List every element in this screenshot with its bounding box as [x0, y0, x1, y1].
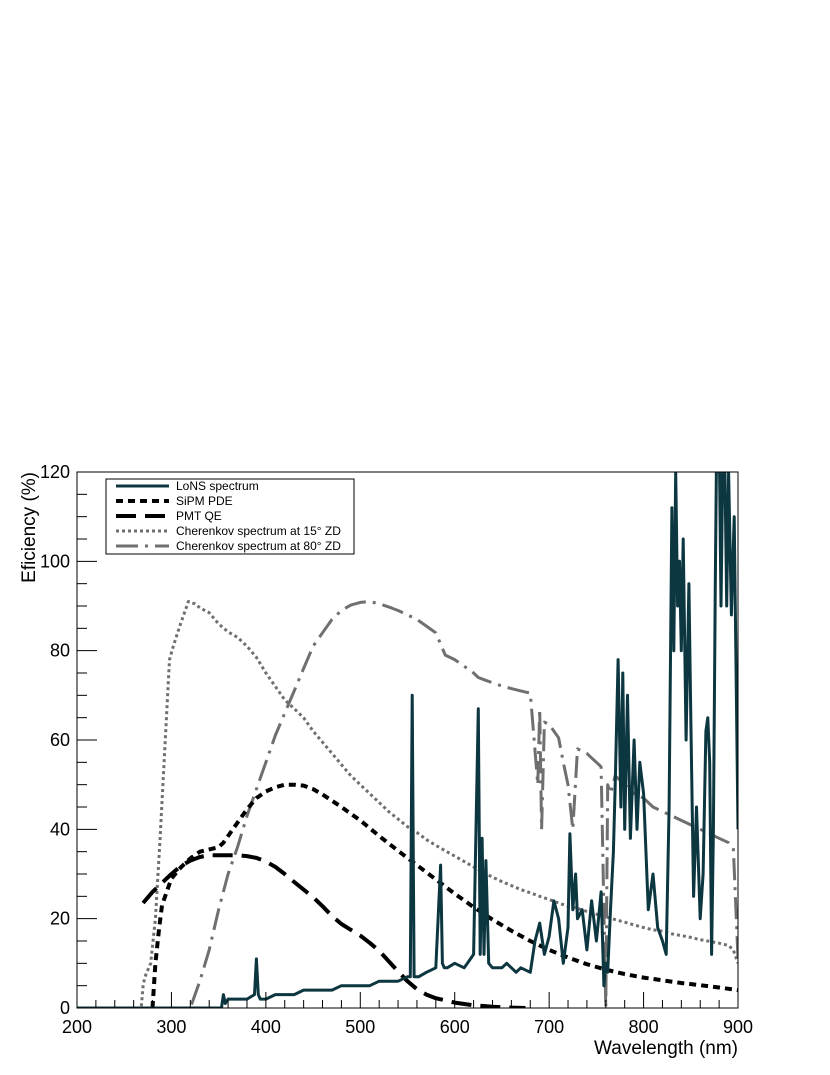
y-axis-label: Eficiency (%) [19, 472, 40, 583]
x-tick-label: 900 [723, 1017, 753, 1037]
x-tick-label: 500 [345, 1017, 375, 1037]
series-line-pmt [141, 853, 526, 1008]
x-axis-label: Wavelength (nm) [594, 1038, 738, 1059]
series-lines [77, 472, 738, 1008]
series-line-cher80 [77, 600, 738, 1008]
series-line-lons [77, 472, 738, 1008]
y-tick-label: 40 [50, 819, 70, 839]
y-tick-label: 100 [40, 551, 70, 571]
y-tick-label: 0 [60, 998, 70, 1018]
x-tick-label: 400 [251, 1017, 281, 1037]
legend-label-cher15: Cherenkov spectrum at 15° ZD [176, 524, 341, 538]
x-tick-label: 200 [62, 1017, 92, 1037]
x-tick-label: 600 [440, 1017, 470, 1037]
legend-label-lons: LoNS spectrum [176, 479, 259, 493]
series-line-cher15 [77, 600, 738, 1008]
legend-label-pmt: PMT QE [176, 509, 222, 523]
x-tick-label: 700 [534, 1017, 564, 1037]
legend-label-sipm: SiPM PDE [176, 494, 233, 508]
x-tick-label: 800 [629, 1017, 659, 1037]
y-tick-label: 80 [50, 641, 70, 661]
axes: 200 300 400 500 600 700 800 900 0 20 40 60 80 100 120 [40, 462, 753, 1037]
x-tick-label: 300 [156, 1017, 186, 1037]
legend-label-cher80: Cherenkov spectrum at 80° ZD [176, 539, 341, 553]
y-tick-label: 60 [50, 730, 70, 750]
y-tick-label: 120 [40, 462, 70, 482]
y-tick-label: 20 [50, 909, 70, 929]
